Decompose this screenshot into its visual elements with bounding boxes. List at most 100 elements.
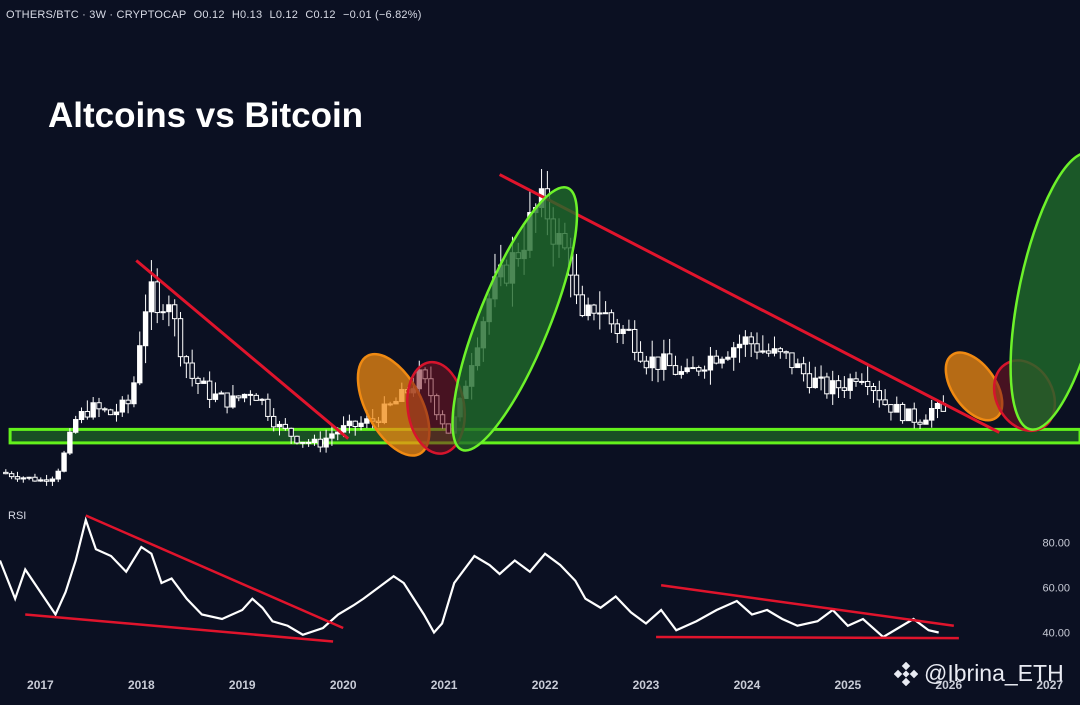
candle-body	[841, 387, 848, 391]
x-tick-label: 2023	[633, 678, 660, 692]
candle-body	[67, 431, 73, 454]
candle-body	[701, 369, 708, 372]
candle-body	[183, 356, 190, 364]
candle-body	[113, 411, 120, 416]
x-tick-label: 2025	[834, 678, 861, 692]
change-value: −0.01 (−6.82%)	[342, 9, 422, 21]
candle-body	[311, 438, 318, 444]
price-trendline	[135, 259, 350, 440]
candle-body	[84, 411, 91, 418]
candle-body	[119, 399, 125, 413]
candle-body	[771, 348, 778, 354]
candle-body	[206, 380, 213, 400]
candle-body	[655, 356, 661, 370]
candle-body	[923, 419, 929, 425]
candle-body	[294, 435, 300, 444]
candle-body	[894, 403, 900, 413]
rsi-tick-label: 80.00	[1042, 538, 1070, 550]
candle-body	[49, 478, 56, 482]
candle-body	[38, 479, 44, 482]
candle-body	[707, 355, 714, 371]
candle-body	[358, 422, 364, 428]
rsi-trendline	[25, 613, 334, 643]
candle-body	[131, 382, 137, 405]
candle-body	[800, 363, 807, 375]
candle-body	[795, 363, 801, 369]
candle-body	[678, 371, 685, 375]
candle-body	[276, 423, 283, 428]
candle-body	[195, 377, 201, 384]
candle-body	[899, 403, 906, 422]
candle-body	[806, 373, 813, 389]
candle-body	[917, 421, 923, 425]
candle-body	[643, 360, 650, 369]
candle-body	[125, 399, 131, 405]
candle-body	[43, 479, 50, 482]
candle-body	[73, 419, 79, 433]
candle-body	[911, 408, 917, 423]
green-ellipse	[451, 185, 579, 452]
candle-body	[696, 367, 702, 372]
candle-body	[777, 348, 784, 353]
candle-body	[3, 471, 9, 475]
candle-body	[789, 352, 795, 369]
rsi-label: RSI	[8, 510, 27, 522]
candle-body	[142, 311, 149, 347]
candle-body	[870, 385, 877, 392]
candle-body	[905, 408, 912, 422]
symbol-label: OTHERS/BTC · 3W · CRYPTOCAP	[6, 9, 187, 21]
candle-body	[929, 408, 935, 421]
candle-body	[346, 420, 353, 427]
candle-body	[102, 408, 108, 411]
x-tick-label: 2019	[229, 678, 256, 692]
candle-body	[224, 392, 230, 408]
candle-body	[212, 393, 219, 400]
chart-header: OTHERS/BTC · 3W · CRYPTOCAP O0.12 H0.13 …	[6, 9, 426, 21]
candle-body	[90, 402, 96, 418]
candle-body	[247, 393, 254, 396]
candle-body	[847, 378, 853, 391]
candle-body	[934, 402, 941, 410]
candle-body	[760, 350, 766, 353]
support-zone	[8, 427, 1080, 445]
candle-body	[765, 350, 772, 354]
green-ellipse	[1009, 151, 1080, 431]
candle-body	[148, 281, 155, 313]
rsi-tick-label: 60.00	[1042, 583, 1070, 595]
candle-body	[96, 402, 102, 410]
candle-body	[614, 323, 620, 335]
candle-body	[830, 380, 836, 395]
candle-body	[20, 477, 26, 480]
candle-body	[189, 362, 195, 379]
candle-body	[684, 367, 690, 373]
rsi-trendline	[85, 514, 344, 630]
candle-body	[55, 470, 61, 480]
candle-body	[731, 347, 737, 358]
watermark: @Ibrina_ETH	[894, 660, 1064, 687]
candle-body	[14, 476, 21, 480]
candle-body	[305, 441, 312, 444]
x-tick-label: 2027	[1036, 678, 1063, 692]
candle-body	[585, 304, 591, 317]
candle-body	[882, 399, 888, 406]
candle-body	[719, 358, 725, 364]
candle-body	[171, 304, 178, 320]
candle-body	[270, 415, 277, 428]
candle-body	[265, 398, 271, 417]
candle-body	[649, 356, 655, 369]
candle-body	[888, 404, 894, 413]
candle-body	[579, 294, 586, 317]
candle-body	[608, 312, 615, 325]
candle-body	[236, 395, 242, 399]
candle-body	[78, 411, 85, 421]
x-tick-label: 2022	[532, 678, 559, 692]
x-tick-label: 2026	[935, 678, 962, 692]
candle-body	[177, 318, 184, 358]
candle-body	[666, 353, 673, 367]
candle-body	[253, 394, 259, 401]
rsi-trendline	[660, 584, 955, 627]
candle-body	[137, 345, 143, 384]
candle-body	[230, 395, 236, 408]
rsi-trendline	[656, 635, 959, 640]
